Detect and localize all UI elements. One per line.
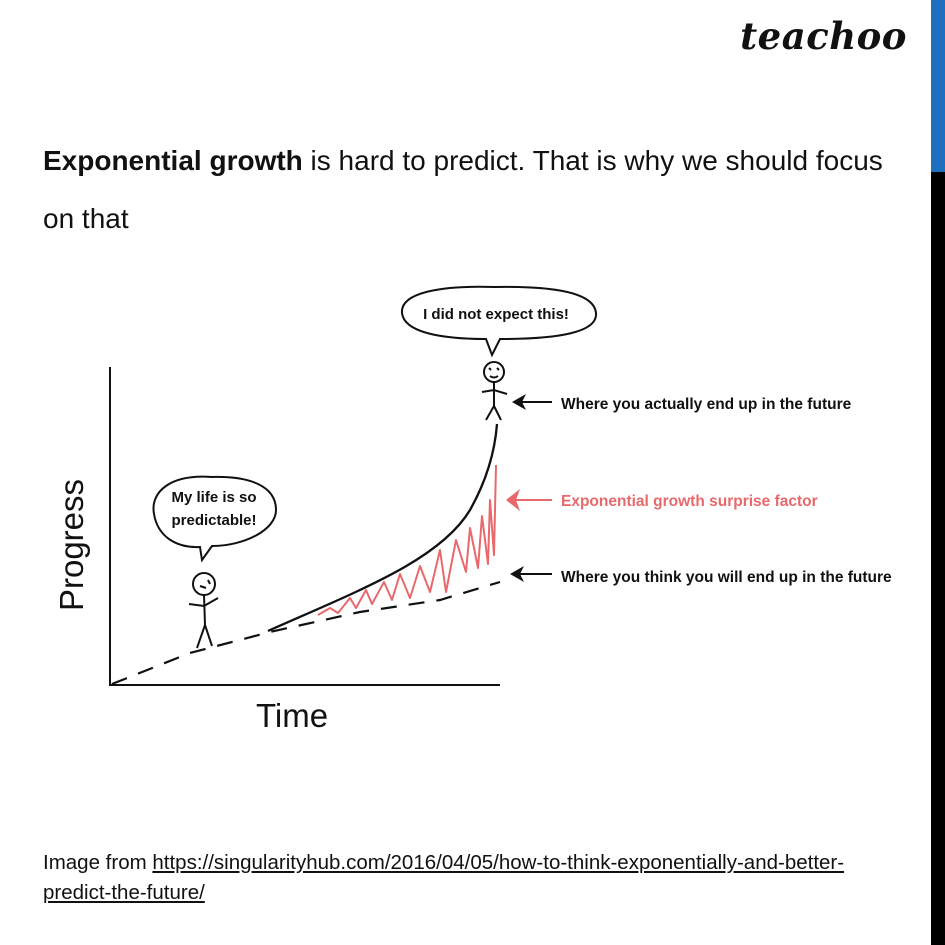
heading-bold: Exponential growth — [43, 145, 303, 176]
image-credit: Image from https://singularityhub.com/20… — [43, 848, 903, 908]
bubble-left-line-2: predictable! — [171, 512, 256, 529]
speech-bubble-left: My life is so predictable! — [152, 475, 278, 563]
axis-lines — [109, 367, 500, 686]
right-edge-accent — [931, 0, 945, 172]
arrow-surprise — [506, 489, 552, 511]
stick-figure-left — [188, 572, 219, 649]
axes — [109, 367, 500, 686]
surprise-squiggle — [317, 464, 497, 616]
bubble-left-line-1: My life is so — [171, 489, 256, 506]
credit-link[interactable]: https://singularityhub.com/2016/04/05/ho… — [43, 851, 845, 904]
heading-rest: is hard to predict. That is why we shoul… — [43, 145, 883, 234]
speech-bubble-top: I did not expect this! — [400, 285, 598, 358]
annotation-surprise: Exponential growth surprise factor — [561, 493, 818, 510]
exponential-curve — [267, 423, 499, 633]
credit-prefix: Image from — [43, 851, 153, 874]
right-edge-bar — [931, 0, 945, 945]
arrow-actual — [512, 394, 552, 410]
exponential-growth-diagram: Progress Time My life is so predictable!… — [53, 285, 892, 734]
arrow-think — [510, 566, 552, 582]
teachoo-logo: teachoo — [740, 14, 907, 58]
bubble-top-text: I did not expect this! — [423, 306, 569, 323]
x-axis-label: Time — [256, 697, 328, 734]
stick-figure-top — [481, 361, 508, 421]
linear-expectation-line — [111, 580, 501, 686]
annotation-actual: Where you actually end up in the future — [561, 396, 852, 413]
page-heading: Exponential growth is hard to predict. T… — [43, 132, 913, 248]
annotation-think: Where you think you will end up in the f… — [561, 569, 892, 586]
y-axis-label: Progress — [53, 479, 90, 611]
